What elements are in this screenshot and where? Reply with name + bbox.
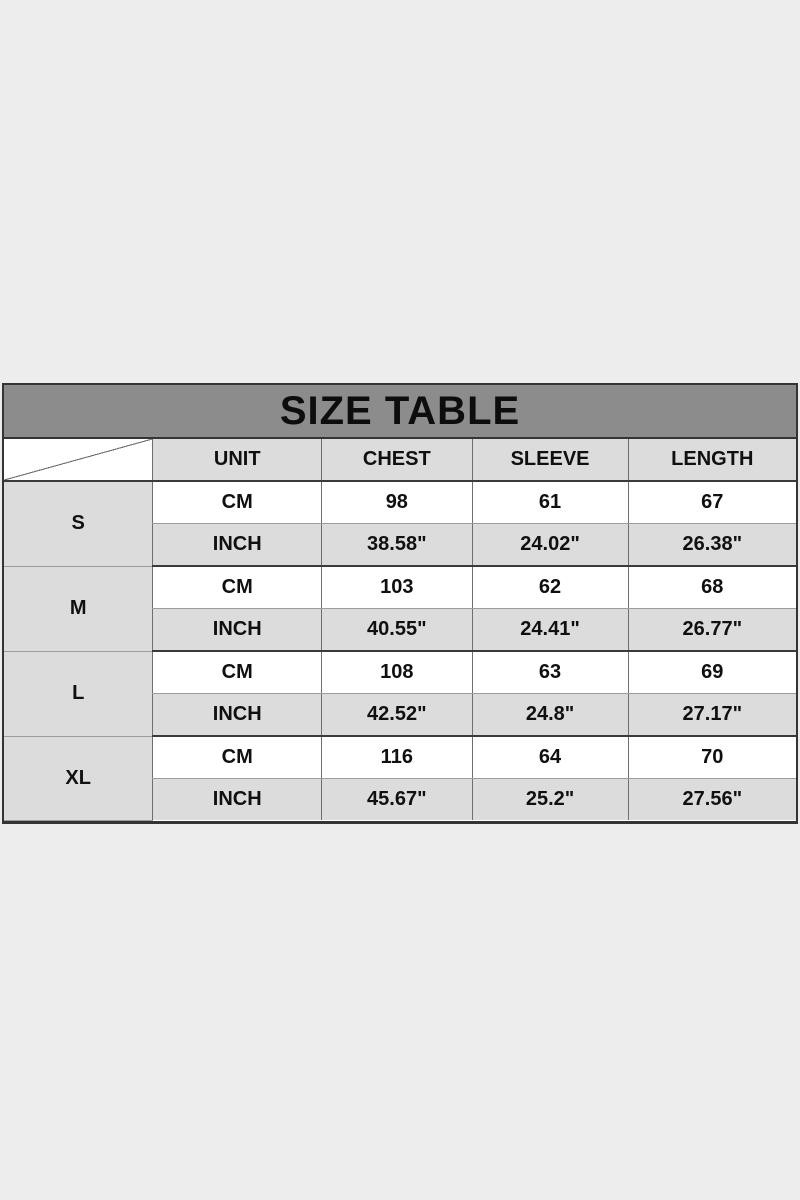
corner-diagonal-cell xyxy=(4,439,153,482)
cell-xl-inch-sleeve: 25.2" xyxy=(471,778,629,820)
cell-l-inch-length: 27.17" xyxy=(627,693,796,737)
cell-xl-cm-unit: CM xyxy=(152,736,322,779)
cell-m-cm-unit: CM xyxy=(152,566,322,609)
table-row: L CM 108 63 69 xyxy=(4,651,796,737)
size-label-s: S xyxy=(4,481,153,567)
cell-m-inch-sleeve: 24.41" xyxy=(471,608,629,652)
cell-s-cm-chest: 98 xyxy=(321,481,473,524)
cell-s-inch-length: 26.38" xyxy=(627,523,796,567)
table-row: INCH 40.55" 24.41" 26.77" xyxy=(4,608,796,652)
cell-l-cm-unit: CM xyxy=(152,651,322,694)
header-row: UNIT CHEST SLEEVE LENGTH xyxy=(4,439,796,482)
cell-s-inch-unit: INCH xyxy=(152,523,322,567)
size-label-xl: XL xyxy=(4,736,153,821)
cell-m-inch-unit: INCH xyxy=(152,608,322,652)
cell-l-inch-unit: INCH xyxy=(152,693,322,737)
cell-xl-inch-length: 27.56" xyxy=(627,778,796,820)
cell-l-cm-length: 69 xyxy=(627,651,796,694)
cell-xl-cm-sleeve: 64 xyxy=(471,736,629,779)
cell-m-inch-length: 26.77" xyxy=(627,608,796,652)
size-label-l: L xyxy=(4,651,153,737)
size-table-container: SIZE TABLE UNIT CHEST SLEEVE LENGTH S CM… xyxy=(2,383,798,824)
col-header-length: LENGTH xyxy=(627,439,796,482)
cell-l-cm-chest: 108 xyxy=(321,651,473,694)
cell-s-cm-unit: CM xyxy=(152,481,322,524)
cell-s-inch-chest: 38.58" xyxy=(321,523,473,567)
col-header-sleeve: SLEEVE xyxy=(471,439,629,482)
cell-xl-inch-unit: INCH xyxy=(152,778,322,820)
col-header-chest: CHEST xyxy=(321,439,473,482)
cell-xl-cm-length: 70 xyxy=(627,736,796,779)
cell-m-inch-chest: 40.55" xyxy=(321,608,473,652)
cell-s-cm-length: 67 xyxy=(627,481,796,524)
cell-xl-cm-chest: 116 xyxy=(321,736,473,779)
cell-s-inch-sleeve: 24.02" xyxy=(471,523,629,567)
col-header-unit: UNIT xyxy=(152,439,322,482)
cell-xl-inch-chest: 45.67" xyxy=(321,778,473,820)
cell-m-cm-sleeve: 62 xyxy=(471,566,629,609)
cell-s-cm-sleeve: 61 xyxy=(471,481,629,524)
cell-l-cm-sleeve: 63 xyxy=(471,651,629,694)
cell-l-inch-sleeve: 24.8" xyxy=(471,693,629,737)
table-row: XL CM 116 64 70 xyxy=(4,736,796,821)
table-row: INCH 45.67" 25.2" 27.56" xyxy=(4,778,796,820)
size-label-m: M xyxy=(4,566,153,652)
cell-l-inch-chest: 42.52" xyxy=(321,693,473,737)
size-table-title: SIZE TABLE xyxy=(279,388,521,433)
table-row: INCH 38.58" 24.02" 26.38" xyxy=(4,523,796,567)
table-row: INCH 42.52" 24.8" 27.17" xyxy=(4,693,796,737)
table-row: S CM 98 61 67 xyxy=(4,481,796,567)
cell-m-cm-length: 68 xyxy=(627,566,796,609)
size-table-title-banner: SIZE TABLE xyxy=(4,385,796,439)
table-row: M CM 103 62 68 xyxy=(4,566,796,652)
cell-m-cm-chest: 103 xyxy=(321,566,473,609)
size-table: UNIT CHEST SLEEVE LENGTH S CM 98 61 67 I… xyxy=(4,439,796,821)
